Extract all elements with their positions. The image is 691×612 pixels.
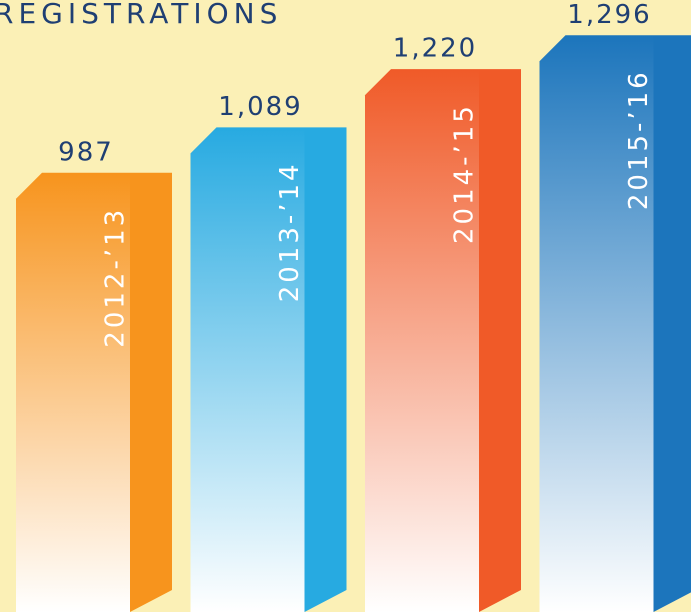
bar	[539, 35, 654, 612]
category-label: 2015-’16	[624, 69, 654, 210]
category-label: 2012-’13	[101, 207, 131, 348]
category-label: 2014-’15	[450, 103, 480, 244]
bar-side	[479, 69, 521, 612]
bar	[190, 127, 305, 612]
value-label: 987	[58, 137, 114, 167]
chart-title: REGISTRATIONS	[0, 0, 282, 30]
bar-side	[130, 172, 172, 612]
bar-side	[304, 127, 347, 612]
bar	[16, 172, 130, 612]
bar	[365, 69, 479, 612]
category-label: 2013-’14	[275, 161, 305, 302]
value-label: 1,220	[393, 34, 477, 64]
bar-side	[653, 35, 691, 612]
value-label: 1,089	[218, 92, 302, 122]
value-label: 1,296	[567, 0, 651, 30]
